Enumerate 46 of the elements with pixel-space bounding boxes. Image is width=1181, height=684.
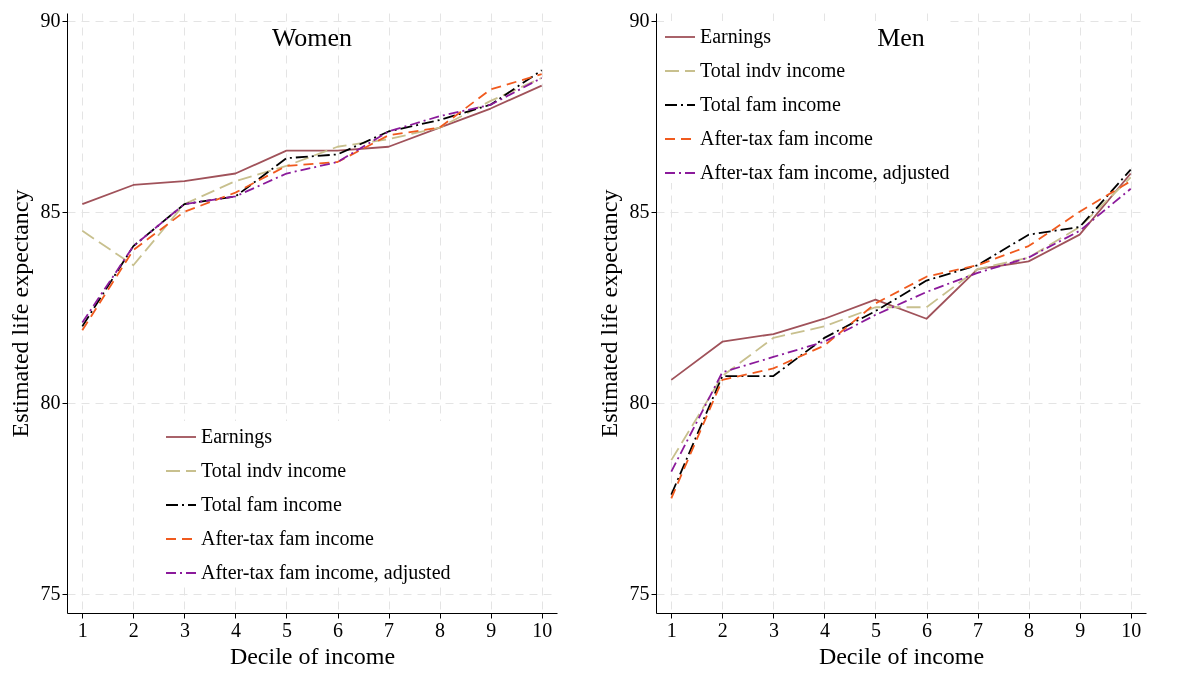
y-tick-label: 80 xyxy=(629,391,650,414)
y-axis-title: Estimated life expectancy xyxy=(6,189,33,438)
x-tick-label: 3 xyxy=(768,618,779,641)
x-tick-label: 8 xyxy=(1024,618,1035,641)
legend-label: After-tax fam income, adjusted xyxy=(201,561,451,584)
legend-label: Total indv income xyxy=(201,459,347,481)
y-tick-label: 85 xyxy=(629,200,650,223)
y-tick-label: 85 xyxy=(40,200,61,223)
legend-label: After-tax fam income, adjusted xyxy=(700,161,950,184)
x-tick-label: 6 xyxy=(333,618,344,641)
x-tick-label: 4 xyxy=(230,618,241,641)
legend-label: Total fam income xyxy=(201,493,342,515)
legend-label: Earnings xyxy=(201,425,273,448)
line-series xyxy=(81,84,543,205)
x-tick-label: 6 xyxy=(922,618,933,641)
line-series xyxy=(81,77,543,267)
x-tick-label: 4 xyxy=(819,618,830,641)
x-tick-label: 9 xyxy=(486,618,497,641)
legend-label: After-tax fam income xyxy=(201,527,374,549)
x-tick-label: 10 xyxy=(1121,618,1142,641)
x-axis-title: Decile of income xyxy=(818,642,985,669)
x-tick-label: 10 xyxy=(532,618,553,641)
legend-label: Total indv income xyxy=(700,59,846,81)
y-tick-label: 90 xyxy=(629,9,650,32)
chart-title: Women xyxy=(271,22,353,52)
y-tick-label: 90 xyxy=(40,9,61,32)
x-tick-label: 5 xyxy=(870,618,881,641)
x-tick-label: 3 xyxy=(179,618,190,641)
chart-title: Men xyxy=(877,22,925,52)
x-tick-label: 7 xyxy=(973,618,984,641)
y-tick-label: 75 xyxy=(629,582,650,605)
x-tick-label: 1 xyxy=(666,618,677,641)
legend-label: After-tax fam income xyxy=(700,127,873,149)
x-tick-label: 9 xyxy=(1075,618,1086,641)
y-axis-title: Estimated life expectancy xyxy=(595,189,622,438)
x-tick-label: 5 xyxy=(281,618,292,641)
x-tick-label: 2 xyxy=(717,618,728,641)
y-tick-label: 80 xyxy=(40,391,61,414)
legend-label: Total fam income xyxy=(700,93,841,115)
y-tick-label: 75 xyxy=(40,582,61,605)
x-tick-label: 7 xyxy=(384,618,395,641)
x-tick-label: 8 xyxy=(435,618,446,641)
x-tick-label: 2 xyxy=(128,618,139,641)
x-tick-label: 1 xyxy=(77,618,88,641)
x-axis-title: Decile of income xyxy=(229,642,396,669)
legend-label: Earnings xyxy=(700,25,772,48)
